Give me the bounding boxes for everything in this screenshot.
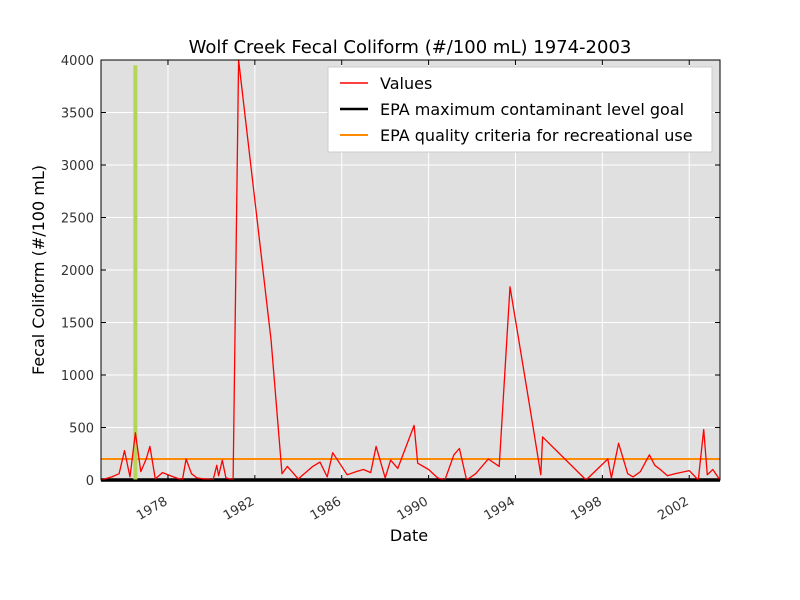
series-layer — [100, 59, 721, 481]
y-tick-label: 1000 — [61, 369, 94, 384]
legend-label-epa-recreational: EPA quality criteria for recreational us… — [380, 126, 693, 145]
y-tick-label: 4000 — [61, 54, 94, 69]
x-tick-label: 1978 — [134, 494, 170, 524]
x-tick-label: 1998 — [569, 494, 605, 524]
x-tick-label: 1986 — [308, 494, 344, 524]
y-tick-label: 2500 — [61, 212, 94, 227]
chart-title: Wolf Creek Fecal Coliform (#/100 mL) 197… — [189, 37, 632, 58]
y-tick-label: 3000 — [61, 159, 94, 174]
values-line — [100, 59, 721, 481]
y-ticks: 0 500 1000 1500 2000 2500 3000 3500 4000 — [61, 54, 720, 489]
y-axis-label: Fecal Coliform (#/100 mL) — [29, 165, 48, 375]
x-tick-label: 2002 — [655, 494, 691, 524]
legend-label-values: Values — [380, 74, 432, 93]
x-tick-label: 1982 — [221, 494, 257, 524]
y-tick-label: 2000 — [61, 264, 94, 279]
y-tick-label: 0 — [86, 474, 94, 489]
legend-label-epa-mclg: EPA maximum contaminant level goal — [380, 100, 684, 119]
x-tick-label: 1994 — [482, 494, 518, 524]
y-tick-label: 1500 — [61, 317, 94, 332]
legend: Values EPA maximum contaminant level goa… — [327, 66, 713, 153]
y-tick-label: 500 — [69, 422, 94, 437]
x-tick-label: 1990 — [395, 494, 431, 524]
y-tick-label: 3500 — [61, 107, 94, 122]
x-axis-label: Date — [390, 526, 428, 545]
legend-box — [327, 66, 713, 153]
